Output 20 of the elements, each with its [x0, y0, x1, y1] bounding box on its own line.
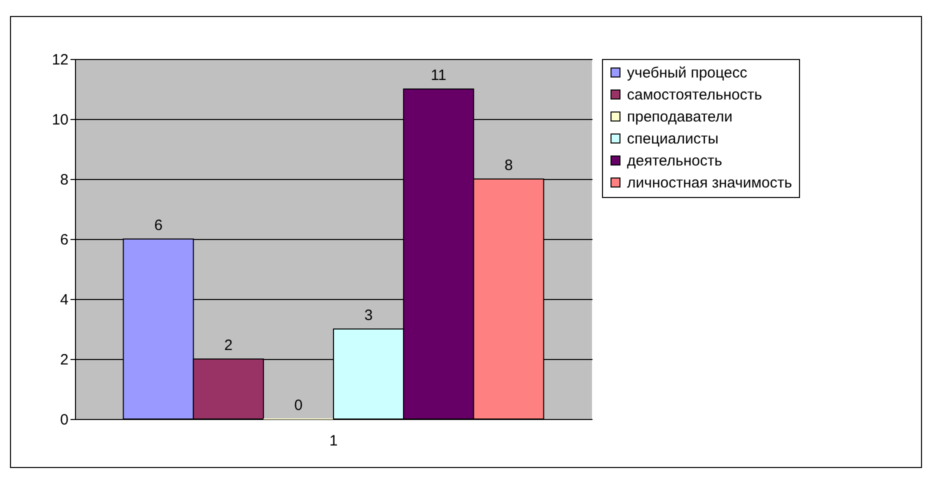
data-label: 11	[430, 67, 446, 84]
legend-label: самостоятельность	[627, 86, 762, 104]
y-tick-label: 4	[60, 292, 68, 308]
y-tick-label: 2	[60, 352, 68, 368]
legend-label: учебный процесс	[627, 64, 748, 82]
legend-label: личностная значимость	[627, 174, 792, 192]
data-label: 0	[294, 397, 303, 414]
y-tick-label: 6	[60, 232, 68, 248]
legend-label: специалисты	[627, 130, 719, 148]
legend-label: деятельность	[627, 152, 722, 170]
x-tick-label: 1	[329, 432, 338, 450]
y-tick-label: 8	[60, 172, 68, 188]
data-label: 8	[504, 157, 513, 174]
data-label: 2	[224, 337, 233, 354]
y-tick-label: 10	[52, 112, 68, 128]
y-tick-label: 0	[60, 412, 68, 428]
legend-label: преподаватели	[627, 108, 733, 126]
data-label: 3	[364, 307, 373, 324]
data-label: 6	[154, 217, 163, 234]
y-tick-label: 12	[52, 52, 68, 68]
